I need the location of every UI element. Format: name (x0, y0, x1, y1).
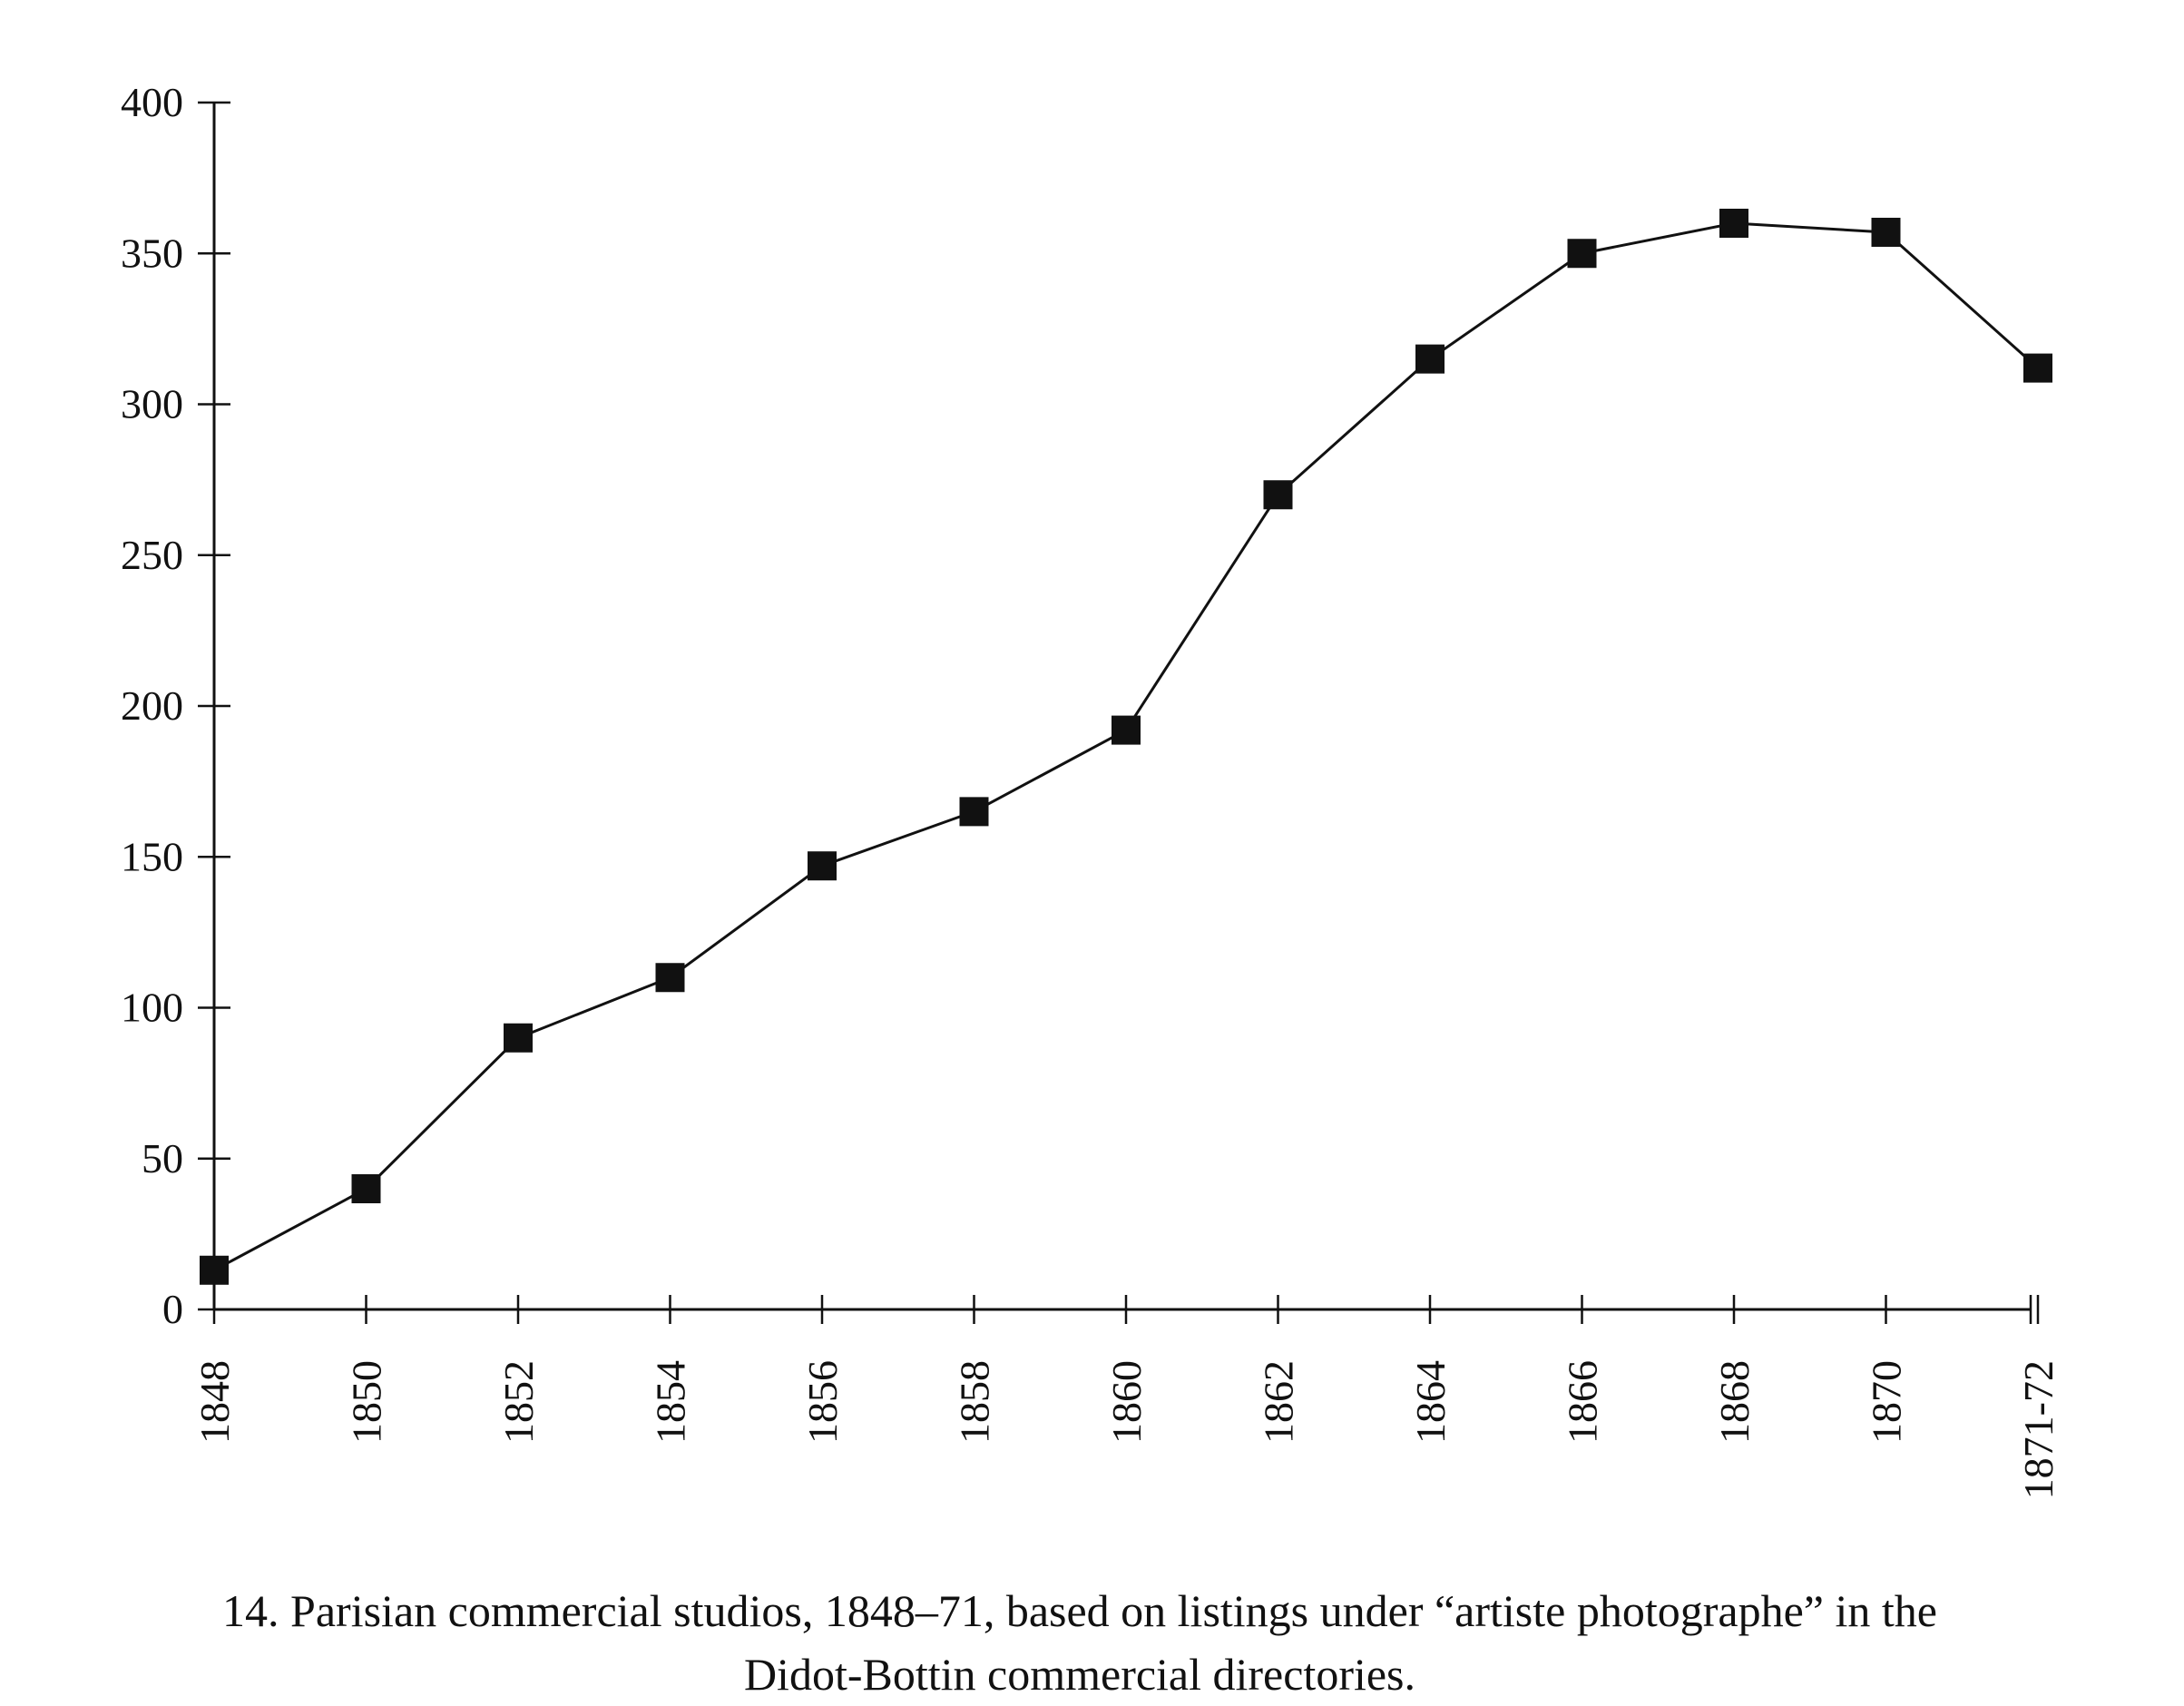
y-axis-ticks: 0 50 100 150 200 250 300 350 400 (121, 79, 230, 1332)
data-point-marker (1263, 480, 1293, 510)
data-point-marker (655, 963, 685, 993)
y-tick-label: 350 (121, 230, 183, 276)
x-tick-label: 1852 (495, 1360, 542, 1444)
x-tick-label: 1850 (344, 1360, 390, 1444)
x-tick-label: 1860 (1103, 1360, 1150, 1444)
series-line (213, 221, 2039, 1272)
y-tick-label: 150 (121, 833, 183, 879)
data-point-marker (1415, 344, 1445, 374)
x-tick-label: 1866 (1560, 1360, 1606, 1444)
data-series (200, 209, 2052, 1285)
x-tick-label: 1871-72 (2015, 1360, 2062, 1499)
x-tick-label: 1864 (1407, 1360, 1454, 1444)
data-point-marker (1719, 209, 1748, 238)
y-tick-label: 200 (121, 682, 183, 729)
y-tick-label: 400 (121, 79, 183, 125)
y-tick-label: 0 (162, 1286, 183, 1332)
figure-caption: 14. Parisian commercial studios, 1848–71… (91, 1579, 2069, 1706)
x-tick-label: 1854 (648, 1360, 694, 1444)
data-point-marker (808, 851, 837, 881)
y-tick-label: 300 (121, 381, 183, 427)
data-point-marker (1112, 715, 1141, 745)
caption-line-2: Didot-Bottin commercial directories. (743, 1649, 1416, 1700)
x-tick-label: 1868 (1711, 1360, 1758, 1444)
x-axis-ticks: 1848 1850 1852 1854 1856 1858 1860 1862 1864 1866… (191, 1295, 2062, 1499)
x-tick-label: 1862 (1256, 1360, 1302, 1444)
x-tick-label: 1856 (799, 1360, 846, 1444)
x-tick-label: 1870 (1864, 1360, 1910, 1444)
y-tick-label: 250 (121, 532, 183, 578)
data-point-marker (1871, 217, 1901, 247)
x-tick-label: 1848 (191, 1360, 238, 1444)
data-point-marker (2023, 353, 2052, 383)
line-chart: 0 50 100 150 200 250 300 350 400 1848 1850 1852 185… (121, 79, 2062, 1499)
data-point-marker (351, 1174, 381, 1203)
data-point-marker (959, 797, 989, 827)
data-point-marker (1567, 239, 1597, 269)
y-tick-label: 50 (142, 1135, 183, 1181)
axes (212, 103, 2031, 1311)
x-tick-label: 1858 (952, 1360, 998, 1444)
caption-line-1: 14. Parisian commercial studios, 1848–71… (222, 1585, 1937, 1636)
y-tick-label: 100 (121, 985, 183, 1031)
data-point-marker (504, 1023, 533, 1053)
data-point-marker (200, 1255, 229, 1285)
